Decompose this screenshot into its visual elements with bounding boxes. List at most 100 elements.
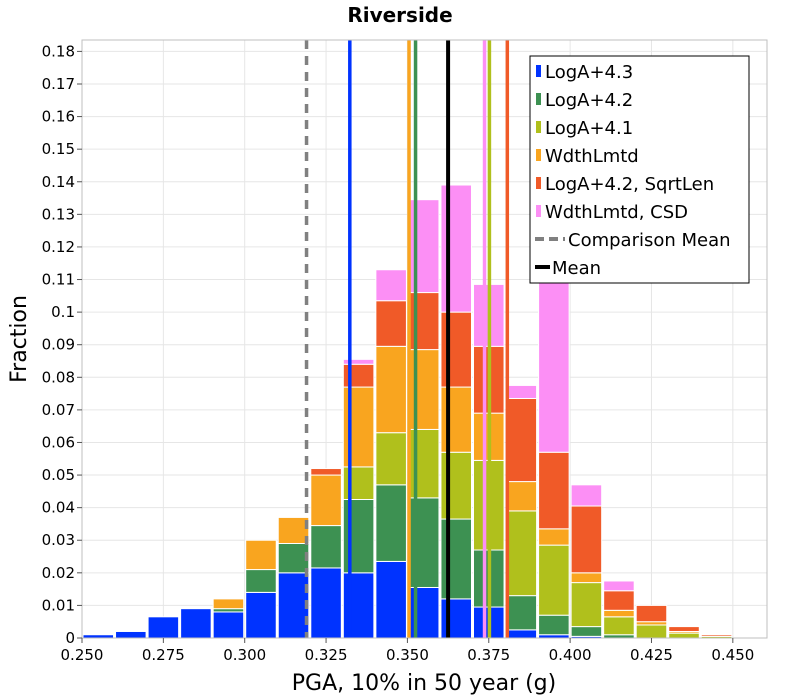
bar-segment-0-4 [212,611,245,639]
bar-segment-4-7 [310,468,342,476]
y-axis-ticks: 0 0.01 0.02 0.03 0.04 0.05 0.06 0.07 0.08 0.09 0.1… [42,42,82,647]
bar-segment-4-10 [407,292,440,351]
x-tick-label: 0.325 [305,646,348,664]
y-tick-label: 0.14 [42,173,75,191]
bar-segment-3-16 [603,609,635,618]
bar-segment-1-13 [505,595,538,631]
legend-label-4: LogA+4.2, SqrtLen [545,174,714,195]
bar-segment-1-14 [538,614,570,636]
bar-segment-0-8 [342,572,375,639]
legend-label-3: WdthLmtd [545,146,639,167]
bar-segment-3-10 [407,349,440,430]
y-tick-label: 0.1 [51,303,75,321]
y-tick-label: 0.15 [42,140,75,158]
bar-segment-0-10 [407,586,440,639]
plot-frame [81,39,768,639]
x-tick-label: 0.350 [386,646,429,664]
x-tick-label: 0.250 [61,646,104,664]
bar-segment-4-13 [505,397,538,483]
y-tick-label: 0.06 [42,433,75,451]
bar-segment-3-13 [505,481,538,512]
legend-label-5: WdthLmtd, CSD [545,202,688,223]
bar-segment-3-5 [245,539,277,571]
bar-segment-4-9 [375,300,407,347]
bar-segment-3-14 [538,528,570,546]
bar-segment-2-11 [440,451,472,520]
y-tick-label: 0.04 [42,499,75,517]
x-tick-label: 0.375 [467,646,510,664]
bar-segment-1-6 [277,542,310,574]
bar-segment-2-14 [538,544,570,616]
bar-segment-3-6 [277,516,310,544]
y-tick-label: 0.01 [42,596,75,614]
bar-segment-2-18 [668,632,700,639]
bar-segment-3-8 [342,386,375,468]
bar-segment-5-9 [375,269,407,302]
x-axis-ticks: 0.250 0.275 0.300 0.325 0.350 0.375 0.400 0.425… [61,638,754,664]
y-tick-label: 0.02 [42,564,75,582]
bar-segment-0-7 [310,567,342,639]
bar-segment-2-8 [342,466,375,500]
bar-segment-2-10 [407,428,440,499]
bar-segment-5-13 [505,384,538,399]
bar-segment-1-10 [407,497,440,588]
bar-segment-1-8 [342,498,375,574]
y-tick-label: 0.08 [42,368,75,386]
x-tick-label: 0.275 [142,646,185,664]
bar-segment-2-13 [505,510,538,597]
bar-segment-1-15 [570,626,603,637]
bar-segment-3-7 [310,474,342,527]
x-tick-label: 0.300 [223,646,266,664]
y-tick-label: 0.18 [42,42,75,60]
y-tick-label: 0.09 [42,336,75,354]
y-tick-label: 0.07 [42,401,75,419]
bar-segment-4-15 [570,505,603,574]
bar-segment-3-9 [375,345,407,434]
bar-segment-4-8 [342,363,375,388]
bar-segment-4-17 [635,604,668,623]
bar-segment-5-14 [538,270,570,453]
bar-segment-0-5 [245,591,277,639]
bar-segment-3-11 [440,386,472,453]
mean-lines [304,40,510,638]
legend-swatch-4 [536,177,541,189]
bar-segment-1-7 [310,525,342,569]
bar-segment-2-15 [570,582,603,628]
legend-label-0: LogA+4.3 [545,62,633,83]
legend-label-7: Mean [552,258,601,279]
bar-segment-0-1 [115,630,147,639]
bar-segment-2-9 [375,432,407,486]
bar-segment-0-11 [440,598,472,639]
chart-title: Riverside [347,3,452,27]
bar-segment-5-16 [603,580,635,592]
x-tick-label: 0.400 [549,646,592,664]
bar-segment-1-9 [375,484,407,562]
y-tick-label: 0.13 [42,205,75,223]
bar-segment-4-11 [440,311,472,388]
y-tick-label: 0.11 [42,271,75,289]
y-tick-label: 0.17 [42,75,75,93]
bar-segment-5-8 [342,358,375,365]
bar-segment-0-6 [277,572,310,639]
bar-segment-5-15 [570,484,603,507]
legend-label-2: LogA+4.1 [545,118,633,139]
legend-label-6: Comparison Mean [568,230,731,251]
bar-segment-4-19 [700,634,733,637]
bar-segment-4-18 [668,626,700,632]
bar-segment-1-11 [440,518,472,600]
bar-segment-3-15 [570,572,603,584]
y-tick-label: 0.16 [42,108,75,126]
bar-segment-0-2 [147,616,180,639]
legend: LogA+4.3 LogA+4.2 LogA+4.1 WdthLmtd LogA+4.2… [529,55,750,284]
x-tick-label: 0.425 [630,646,673,664]
bar-segment-2-17 [635,624,668,639]
bar-segment-2-16 [603,616,635,636]
y-axis-label: Fraction [7,295,32,383]
bar-segment-0-13 [505,629,538,639]
bar-segment-4-16 [603,590,635,611]
legend-swatch-2 [536,121,541,133]
bar-segment-3-4 [212,598,245,610]
y-tick-label: 0 [65,629,75,647]
y-tick-label: 0.03 [42,531,75,549]
bar-segment-4-14 [538,451,570,530]
